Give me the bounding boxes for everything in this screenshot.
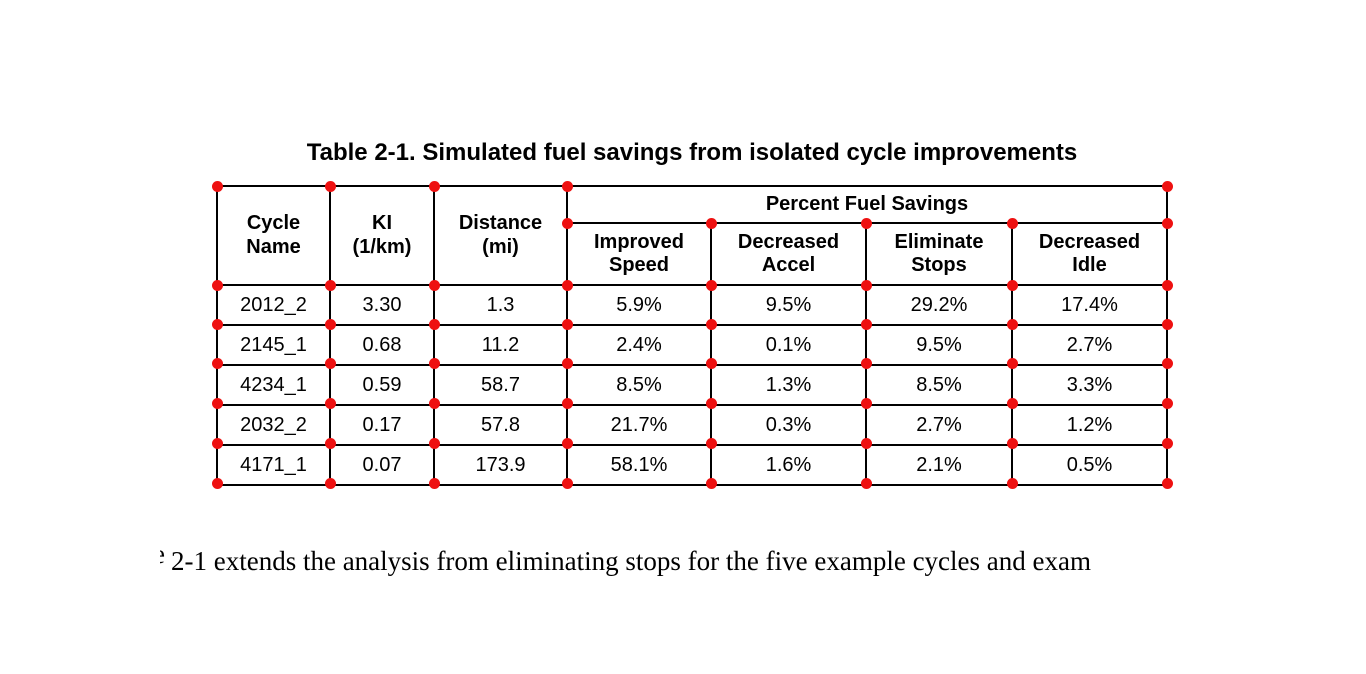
table-cell: 5.9% xyxy=(566,284,712,326)
table-cell: 8.5% xyxy=(865,364,1013,406)
table-cell: 0.17 xyxy=(329,404,435,446)
table-cell: 29.2% xyxy=(865,284,1013,326)
table-cell: 9.5% xyxy=(865,324,1013,366)
table-cell: 1.3 xyxy=(433,284,568,326)
table-row: 2145_1 0.68 11.2 2.4% 0.1% 9.5% 2.7% xyxy=(216,324,1168,366)
table-row: 4171_1 0.07 173.9 58.1% 1.6% 2.1% 0.5% xyxy=(216,444,1168,486)
header-decreased-accel: Decreased Accel xyxy=(710,222,867,286)
table-cell: 58.7 xyxy=(433,364,568,406)
table-cell: 0.07 xyxy=(329,444,435,486)
table-cell: 2.1% xyxy=(865,444,1013,486)
table-title: Table 2-1. Simulated fuel savings from i… xyxy=(306,139,1078,166)
table-row: 2012_2 3.30 1.3 5.9% 9.5% 29.2% 17.4% xyxy=(216,284,1168,326)
table-cell: 17.4% xyxy=(1011,284,1168,326)
table-cell: 58.1% xyxy=(566,444,712,486)
clipped-character: e xyxy=(160,539,165,570)
table-cell: 0.59 xyxy=(329,364,435,406)
table-cell: 1.2% xyxy=(1011,404,1168,446)
header-eliminate-stops: Eliminate Stops xyxy=(865,222,1013,286)
table-cell: 1.3% xyxy=(710,364,867,406)
table-cell: 0.68 xyxy=(329,324,435,366)
table-cell: 2.7% xyxy=(1011,324,1168,366)
fuel-savings-table: Cycle Name KI (1/km) Distance (mi) Perce… xyxy=(216,185,1168,486)
table-cell: 4171_1 xyxy=(216,444,331,486)
header-improved-speed: Improved Speed xyxy=(566,222,712,286)
table-cell: 2012_2 xyxy=(216,284,331,326)
body-text: e2-1 extends the analysis from eliminati… xyxy=(160,539,1091,577)
header-row-sub: Improved Speed Decreased Accel Eliminate… xyxy=(217,222,1168,286)
header-row-group: Cycle Name KI (1/km) Distance (mi) Perce… xyxy=(216,185,1168,286)
table-cell: 0.3% xyxy=(710,404,867,446)
table-cell: 2032_2 xyxy=(216,404,331,446)
table-cell: 1.6% xyxy=(710,444,867,486)
header-distance: Distance (mi) xyxy=(433,185,568,286)
header-decreased-idle: Decreased Idle xyxy=(1011,222,1168,286)
body-text-content: 2-1 extends the analysis from eliminatin… xyxy=(171,546,1091,576)
table-cell: 3.30 xyxy=(329,284,435,326)
table-cell: 2145_1 xyxy=(216,324,331,366)
table-cell: 2.7% xyxy=(865,404,1013,446)
table-cell: 11.2 xyxy=(433,324,568,366)
table-cell: 4234_1 xyxy=(216,364,331,406)
header-percent-fuel-savings: Percent Fuel Savings xyxy=(566,185,1168,224)
table-row: 4234_1 0.59 58.7 8.5% 1.3% 8.5% 3.3% xyxy=(216,364,1168,406)
table-cell: 3.3% xyxy=(1011,364,1168,406)
table-cell: 9.5% xyxy=(710,284,867,326)
header-ki: KI (1/km) xyxy=(329,185,435,286)
table-cell: 173.9 xyxy=(433,444,568,486)
table-cell: 0.5% xyxy=(1011,444,1168,486)
table-cell: 57.8 xyxy=(433,404,568,446)
header-cycle-name: Cycle Name xyxy=(216,185,331,286)
table-cell: 2.4% xyxy=(566,324,712,366)
table-cell: 8.5% xyxy=(566,364,712,406)
table-cell: 0.1% xyxy=(710,324,867,366)
table-row: 2032_2 0.17 57.8 21.7% 0.3% 2.7% 1.2% xyxy=(216,404,1168,446)
table-cell: 21.7% xyxy=(566,404,712,446)
